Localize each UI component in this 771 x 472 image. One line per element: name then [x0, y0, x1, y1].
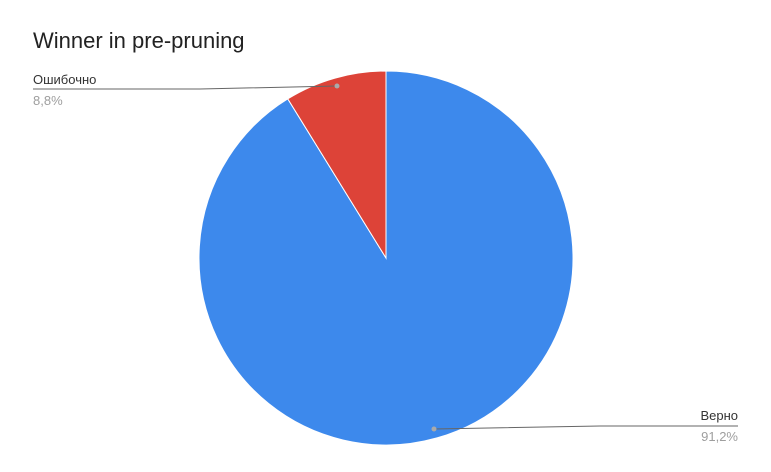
leader-line-verno	[433, 425, 738, 430]
leader-oshibochno: Ошибочно 8,8%	[33, 72, 340, 108]
slice-label-verno: Верно	[700, 408, 738, 423]
chart-title: Winner in pre-pruning	[33, 28, 245, 53]
pie-slice-oshibochno[interactable]	[287, 70, 387, 260]
slice-value-oshibochno: 8,8%	[33, 93, 63, 108]
leader-dot-oshibochno	[334, 83, 340, 89]
leader-line-oshibochno	[33, 85, 338, 90]
leader-dot-verno	[431, 426, 437, 432]
slice-value-verno: 91,2%	[701, 429, 738, 444]
pie-slices	[198, 70, 574, 446]
slice-label-oshibochno: Ошибочно	[33, 72, 96, 87]
leader-verno: Верно 91,2%	[431, 408, 738, 444]
